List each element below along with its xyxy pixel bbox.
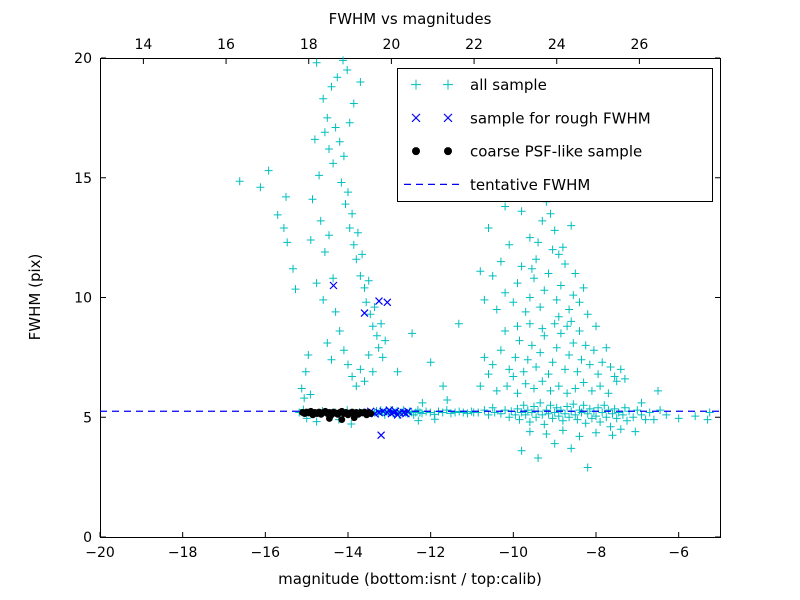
series-coarse-psf-like-sample [299, 407, 375, 424]
y-tick-label: 20 [74, 51, 92, 67]
x-tick-label-top: 26 [630, 37, 648, 53]
y-tick-label: 0 [83, 530, 92, 546]
x-axis-label: magnitude (bottom:isnt / top:calib) [278, 570, 542, 588]
axis-ticks: −20 −18 −16 −14 −12 −10 −8 −6 14 16 18 20 22 24 26 0 5 10… [74, 37, 720, 561]
legend-box [397, 68, 713, 202]
legend-label: all sample [470, 76, 547, 94]
legend-label: coarse PSF-like sample [470, 143, 642, 161]
y-tick-label: 15 [74, 171, 92, 187]
chart-title: FWHM vs magnitudes [328, 10, 492, 28]
x-tick-label-top: 20 [382, 37, 400, 53]
x-tick-label-bottom: −8 [586, 545, 607, 561]
x-tick-label-bottom: −12 [416, 545, 446, 561]
x-tick-label-bottom: −18 [168, 545, 198, 561]
legend-marker-plus [443, 79, 453, 90]
x-tick-label-bottom: −16 [251, 545, 281, 561]
legend-marker-circle [412, 147, 420, 156]
y-tick-label: 5 [83, 410, 92, 426]
legend-marker-circle [444, 147, 452, 156]
x-tick-label-bottom: −14 [333, 545, 363, 561]
x-tick-label-bottom: −20 [85, 545, 115, 561]
x-tick-label-bottom: −6 [668, 545, 689, 561]
y-tick-label: 10 [74, 291, 92, 307]
legend-marker-plus [411, 79, 421, 90]
legend-label: sample for rough FWHM [470, 109, 651, 127]
legend-marker-x [411, 113, 421, 123]
legend-label: tentative FWHM [470, 176, 590, 194]
x-tick-label-top: 14 [134, 37, 152, 53]
legend-marker-x [443, 113, 453, 123]
x-tick-label-top: 16 [217, 37, 235, 53]
y-axis-label: FWHM (pix) [26, 253, 44, 341]
x-tick-label-top: 22 [465, 37, 483, 53]
plot-frame [100, 58, 721, 538]
x-tick-label-top: 18 [300, 37, 318, 53]
x-tick-label-bottom: −10 [499, 545, 529, 561]
legend: all sample sample for rough FWHM coarse PS… [397, 68, 713, 202]
x-tick-label-top: 24 [548, 37, 566, 53]
